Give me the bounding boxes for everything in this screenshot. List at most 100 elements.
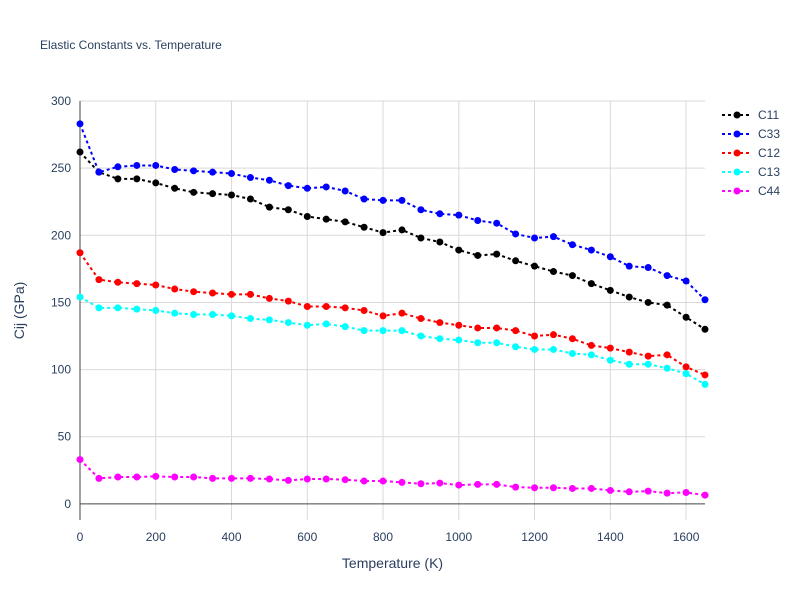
data-point [587,246,595,254]
data-point [190,288,198,296]
data-point [171,309,179,317]
y-tick-label: 150 [51,295,71,309]
data-point [549,233,557,241]
data-point [284,182,292,190]
data-point [512,483,520,491]
legend-item-c13[interactable]: C13 [722,165,780,179]
data-point [568,349,576,357]
data-point [455,336,463,344]
zero-line [79,101,705,520]
data-point [398,327,406,335]
legend-marker [733,111,741,119]
data-point [379,229,387,237]
data-point [190,188,198,196]
data-point [417,206,425,214]
data-point [284,297,292,305]
data-point [398,309,406,317]
data-point [246,315,254,323]
data-point [303,302,311,310]
data-point [209,289,217,297]
data-point [322,183,330,191]
data-point [549,331,557,339]
data-point [531,234,539,242]
legend-marker [733,130,741,138]
data-point [341,323,349,331]
data-point [341,187,349,195]
data-point [379,196,387,204]
data-point [587,484,595,492]
data-point [246,174,254,182]
data-point [436,319,444,327]
data-point [379,327,387,335]
data-point [455,211,463,219]
data-point [360,327,368,335]
data-point [493,480,501,488]
data-point [76,249,84,257]
data-point [228,191,236,199]
data-point [606,356,614,364]
data-point [322,475,330,483]
data-point [95,276,103,284]
data-point [284,206,292,214]
series-c44 [76,456,709,499]
data-point [398,478,406,486]
data-point [701,491,709,499]
x-tick-label: 1200 [521,530,548,544]
data-point [190,311,198,319]
data-point [228,474,236,482]
data-point [493,324,501,332]
data-point [398,196,406,204]
data-point [587,341,595,349]
y-tick-label: 250 [51,161,71,175]
legend-item-c11[interactable]: C11 [722,108,779,122]
data-point [152,281,160,289]
data-point [303,212,311,220]
data-point [152,307,160,314]
data-point [284,476,292,484]
y-tick-label: 100 [51,363,71,377]
data-point [379,312,387,320]
x-axis-ticks: 0 200 400 600 800 1000 1200 1400 1600 [77,530,700,544]
data-point [474,324,482,332]
legend-label: C33 [758,127,780,141]
data-point [360,477,368,485]
legend-item-c44[interactable]: C44 [722,184,780,198]
series-group [76,120,709,499]
data-point [682,370,690,378]
data-point [265,316,273,324]
data-point [512,327,520,335]
data-point [701,380,709,388]
data-point [341,476,349,484]
legend-label: C11 [758,108,779,122]
series-c11 [76,148,709,333]
data-point [455,321,463,329]
data-point [568,272,576,280]
legend-item-c33[interactable]: C33 [722,127,780,141]
data-point [606,486,614,494]
legend-marker [733,187,741,195]
data-point [701,371,709,379]
data-point [625,348,633,356]
data-point [171,285,179,293]
data-point [133,175,141,183]
data-point [417,332,425,340]
data-point [95,168,103,176]
legend-item-c12[interactable]: C12 [722,146,780,160]
data-point [228,290,236,298]
data-point [228,170,236,178]
data-point [209,190,217,198]
x-tick-label: 0 [77,530,84,544]
data-point [379,477,387,485]
data-point [246,195,254,203]
data-point [265,475,273,483]
data-point [549,345,557,353]
data-point [341,304,349,312]
data-point [663,364,671,372]
data-point [133,280,141,288]
data-point [114,175,122,183]
data-point [265,294,273,302]
data-point [114,163,122,171]
data-point [663,272,671,280]
data-point [95,304,103,312]
